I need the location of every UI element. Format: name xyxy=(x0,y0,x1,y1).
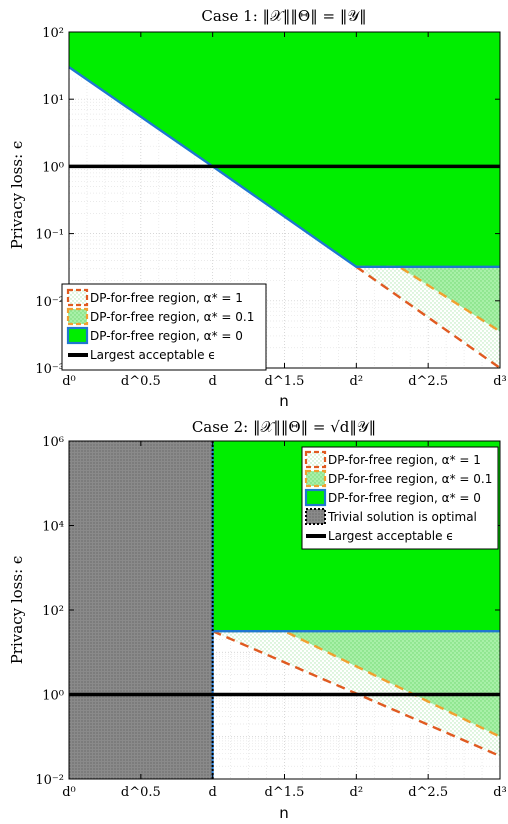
axes-case2 xyxy=(68,440,501,780)
x-tick-label: d⁰ xyxy=(62,374,76,389)
y-tick-labels-case2: 10⁻² 10⁰ 10² 10⁴ 10⁶ xyxy=(35,435,64,788)
legend-item-alpha1: DP-for-free region, α* = 1 xyxy=(304,450,481,469)
legend-item-alpha0: DP-for-free region, α* = 0 xyxy=(304,488,481,507)
y-tick-label: 10² xyxy=(42,26,64,41)
legend-item-alpha01: DP-for-free region, α* = 0.1 xyxy=(304,469,492,488)
x-tick-label: d² xyxy=(350,785,364,800)
y-tick-label: 10⁻¹ xyxy=(35,228,64,243)
chart-title-case2: Case 2: ‖𝒳‖‖Θ‖ = √d‖𝒴‖ xyxy=(192,418,376,436)
x-tick-labels-case1: d⁰ d^0.5 d d^1.5 d² d^2.5 d³ xyxy=(62,374,507,389)
x-tick-label: d xyxy=(209,785,217,800)
axes-case1 xyxy=(68,31,501,369)
y-tick-label: 10⁴ xyxy=(42,520,64,535)
x-tick-label: d^1.5 xyxy=(265,374,305,389)
y-tick-label: 10⁻³ xyxy=(35,362,64,377)
x-tick-labels-case2: d⁰ d^0.5 d d^1.5 d² d^2.5 d³ xyxy=(62,785,507,800)
y-tick-label: 10² xyxy=(42,604,64,619)
y-tick-label: 10⁻² xyxy=(35,773,64,788)
svg-text:DP-for-free region, α* = 0: DP-for-free region, α* = 0 xyxy=(90,329,243,343)
svg-text:DP-for-free region, α* = 1: DP-for-free region, α* = 1 xyxy=(328,453,481,467)
legend-item-trivial: Trivial solution is optimal xyxy=(305,508,477,525)
x-axis-label-case1: n xyxy=(279,392,289,410)
regions-case1 xyxy=(68,32,501,369)
y-axis-label-case1: Privacy loss: ϵ xyxy=(8,141,26,250)
panel-case1: Case 1: ‖𝒳‖‖Θ‖ = ‖𝒴‖ d⁰ d^0.5 d d^1.5 d² d^2.… xyxy=(8,7,507,410)
svg-text:Largest acceptable ϵ: Largest acceptable ϵ xyxy=(328,529,454,543)
x-tick-label: d³ xyxy=(493,785,507,800)
chart-title-case1: Case 1: ‖𝒳‖‖Θ‖ = ‖𝒴‖ xyxy=(201,7,366,25)
boundary-alpha01 xyxy=(356,265,501,333)
x-tick-label: d⁰ xyxy=(62,785,76,800)
y-tick-label: 10⁰ xyxy=(42,160,64,175)
x-tick-label: d² xyxy=(350,374,364,389)
svg-text:DP-for-free region, α* = 0.1: DP-for-free region, α* = 0.1 xyxy=(90,310,254,324)
y-tick-label: 10⁻² xyxy=(35,295,64,310)
boundary-alpha0 xyxy=(68,66,500,269)
x-tick-label: d^0.5 xyxy=(121,374,161,389)
legend-item-alpha0: DP-for-free region, α* = 0 xyxy=(66,326,243,345)
legend-case1: DP-for-free region, α* = 1 DP-for-free r… xyxy=(61,283,267,371)
svg-text:DP-for-free region, α* = 0: DP-for-free region, α* = 0 xyxy=(328,491,481,505)
y-tick-label: 10⁰ xyxy=(42,689,64,704)
panel-case2: Case 2: ‖𝒳‖‖Θ‖ = √d‖𝒴‖ d⁰ d^0.5 d d^1.5 d² d^… xyxy=(8,418,507,822)
x-tick-label: d^2.5 xyxy=(408,374,448,389)
legend-item-largest-eps: Largest acceptable ϵ xyxy=(306,529,454,543)
x-axis-label-case2: n xyxy=(279,804,289,822)
y-axis-label-case2: Privacy loss: ϵ xyxy=(8,556,26,665)
x-tick-label: d^1.5 xyxy=(265,785,305,800)
legend-item-alpha01: DP-for-free region, α* = 0.1 xyxy=(66,307,254,326)
svg-text:DP-for-free region, α* = 1: DP-for-free region, α* = 1 xyxy=(90,291,243,305)
region-alpha0 xyxy=(69,32,500,267)
y-tick-label: 10¹ xyxy=(42,93,64,108)
svg-text:Largest acceptable ϵ: Largest acceptable ϵ xyxy=(90,348,216,362)
svg-text:DP-for-free region, α* = 0.1: DP-for-free region, α* = 0.1 xyxy=(328,472,492,486)
x-tick-label: d^2.5 xyxy=(408,785,448,800)
x-tick-label: d^0.5 xyxy=(121,785,161,800)
x-tick-label: d³ xyxy=(493,374,507,389)
y-tick-labels-case1: 10⁻³ 10⁻² 10⁻¹ 10⁰ 10¹ 10² xyxy=(35,26,64,377)
svg-text:Trivial solution is optimal: Trivial solution is optimal xyxy=(327,510,477,524)
legend-item-alpha1: DP-for-free region, α* = 1 xyxy=(66,288,243,307)
legend-case2: DP-for-free region, α* = 1 DP-for-free r… xyxy=(301,446,499,550)
trivial-region xyxy=(69,441,213,779)
legend-item-largest-eps: Largest acceptable ϵ xyxy=(68,348,216,362)
x-tick-label: d xyxy=(209,374,217,389)
y-tick-label: 10⁶ xyxy=(42,435,64,450)
